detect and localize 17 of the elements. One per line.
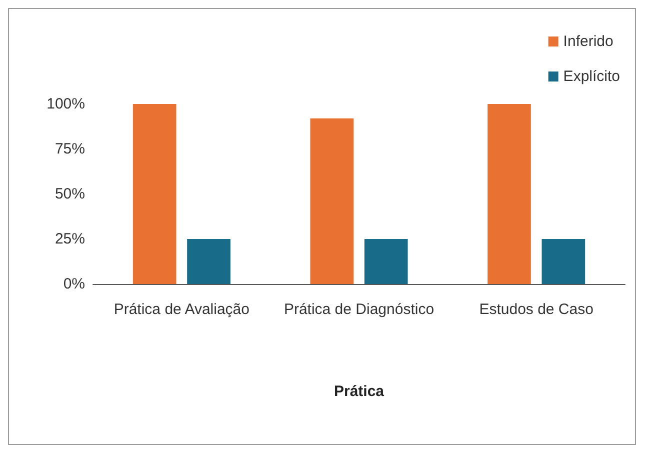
- y-tick-label: 100%: [46, 96, 85, 112]
- x-axis-title: Prática: [334, 383, 385, 400]
- y-tick-label: 50%: [54, 186, 85, 202]
- bar: [187, 239, 230, 284]
- bar: [364, 239, 408, 284]
- y-tick-label: 75%: [54, 140, 85, 158]
- bar: [132, 104, 176, 284]
- bar: [542, 239, 586, 284]
- x-tick-label: Prática de Avaliação: [114, 301, 250, 318]
- x-tick-label: Prática de Diagnóstico: [284, 301, 434, 318]
- x-tick-label: Estudos de Caso: [479, 301, 594, 318]
- y-tick-label: 0%: [63, 276, 85, 292]
- bar: [488, 104, 531, 284]
- bar: [310, 118, 354, 284]
- legend-label: Inferido: [563, 33, 614, 50]
- legend-label: Explícito: [563, 68, 620, 85]
- y-tick-label: 25%: [54, 230, 85, 248]
